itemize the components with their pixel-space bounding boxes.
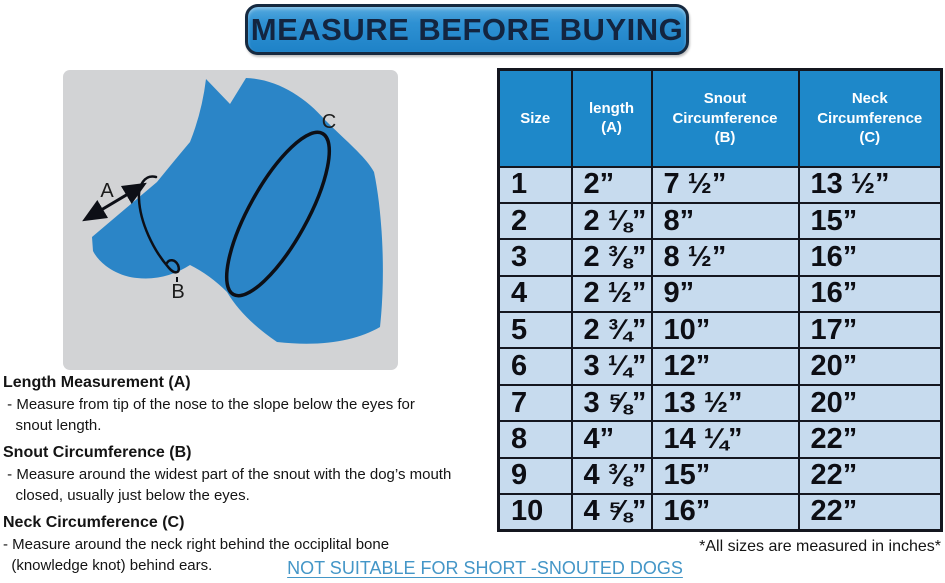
instruction-heading: Length Measurement (A): [3, 374, 191, 391]
neck-cell: 16”: [797, 238, 943, 277]
col-header-length: length (A): [570, 68, 653, 168]
dog-measurement-diagram: A B C: [63, 70, 398, 370]
snout-cell: 14 ¼”: [650, 420, 800, 459]
table-row: 1 2” 7 ½” 13 ½”: [497, 165, 943, 204]
snout-cell: 8”: [650, 201, 800, 241]
snout-cell: 8 ½”: [650, 238, 800, 277]
table-row: 6 3 ¼” 12” 20”: [497, 347, 943, 386]
instruction-heading: Snout Circumference (B): [3, 444, 192, 461]
not-suitable-warning-link[interactable]: NOT SUITABLE FOR SHORT -SNOUTED DOGS: [287, 558, 683, 578]
size-cell: 6: [497, 347, 573, 386]
snout-cell: 15”: [650, 456, 800, 496]
instruction-neck: Neck Circumference (C) - Measure around …: [3, 514, 485, 576]
length-cell: 2 ⅛”: [570, 201, 653, 241]
page-title: MEASURE BEFORE BUYING: [250, 11, 684, 47]
snout-cell: 12”: [650, 347, 800, 386]
header-row: Size length (A) Snout Circumference (B) …: [497, 68, 943, 168]
snout-cell: 10”: [650, 311, 800, 350]
table-row: 9 4 ⅜” 15” 22”: [497, 456, 943, 496]
diagram-label-a: A: [100, 180, 114, 202]
snout-cell: 13 ½”: [650, 383, 800, 423]
instruction-heading: Neck Circumference (C): [3, 514, 185, 531]
size-cell: 8: [497, 420, 573, 459]
size-chart-table: Size length (A) Snout Circumference (B) …: [497, 68, 943, 532]
col-header-snout: Snout Circumference (B): [650, 68, 800, 168]
neck-cell: 16”: [797, 274, 943, 314]
col-header-neck: Neck Circumference (C): [797, 68, 943, 168]
neck-cell: 22”: [797, 493, 943, 532]
instruction-body: - Measure around the widest part of the …: [7, 466, 452, 504]
measurement-instructions: Length Measurement (A) - Measure from ti…: [3, 374, 485, 583]
snout-cell: 16”: [650, 493, 800, 532]
length-cell: 2”: [570, 165, 653, 204]
neck-loop-c: [224, 130, 332, 298]
table-row: 8 4” 14 ¼” 22”: [497, 420, 943, 459]
snout-loop-b: [137, 175, 180, 274]
size-cell: 1: [497, 165, 573, 204]
length-cell: 2 ⅜”: [570, 238, 653, 277]
table-row: 5 2 ¾” 10” 17”: [497, 311, 943, 350]
length-cell: 3 ⅝”: [570, 383, 653, 423]
neck-cell: 22”: [797, 420, 943, 459]
col-header-size: Size: [497, 68, 573, 168]
instruction-length: Length Measurement (A) - Measure from ti…: [3, 374, 485, 436]
table-row: 2 2 ⅛” 8” 15”: [497, 201, 943, 241]
size-cell: 2: [497, 201, 573, 241]
diagram-label-c: C: [322, 111, 336, 133]
length-cell: 4”: [570, 420, 653, 459]
size-cell: 4: [497, 274, 573, 314]
dog-head-silhouette: [92, 78, 383, 344]
size-cell: 9: [497, 456, 573, 496]
length-arrow-a: [82, 182, 147, 222]
neck-cell: 15”: [797, 201, 943, 241]
title-banner: MEASURE BEFORE BUYING: [245, 4, 689, 55]
neck-cell: 20”: [797, 347, 943, 386]
neck-cell: 20”: [797, 383, 943, 423]
instruction-body: - Measure from tip of the nose to the sl…: [7, 396, 415, 434]
neck-cell: 17”: [797, 311, 943, 350]
length-cell: 4 ⅜”: [570, 456, 653, 496]
snout-cell: 9”: [650, 274, 800, 314]
size-cell: 10: [497, 493, 573, 532]
instruction-snout: Snout Circumference (B) - Measure around…: [3, 444, 485, 506]
table-row: 4 2 ½” 9” 16”: [497, 274, 943, 314]
length-cell: 2 ¾”: [570, 311, 653, 350]
table-row: 10 4 ⅝” 16” 22”: [497, 493, 943, 532]
size-cell: 7: [497, 383, 573, 423]
length-cell: 3 ¼”: [570, 347, 653, 386]
sizes-footnote: *All sizes are measured in inches*: [699, 538, 941, 555]
size-cell: 5: [497, 311, 573, 350]
neck-cell: 13 ½”: [797, 165, 943, 204]
length-cell: 2 ½”: [570, 274, 653, 314]
size-cell: 3: [497, 238, 573, 277]
dog-head-illustration: A B C: [82, 78, 383, 344]
table-row: 7 3 ⅝” 13 ½” 20”: [497, 383, 943, 423]
length-cell: 4 ⅝”: [570, 493, 653, 532]
neck-cell: 22”: [797, 456, 943, 496]
snout-cell: 7 ½”: [650, 165, 800, 204]
table-row: 3 2 ⅜” 8 ½” 16”: [497, 238, 943, 277]
diagram-label-b: B: [171, 281, 184, 303]
instruction-body: - Measure around the neck right behind t…: [3, 536, 390, 574]
